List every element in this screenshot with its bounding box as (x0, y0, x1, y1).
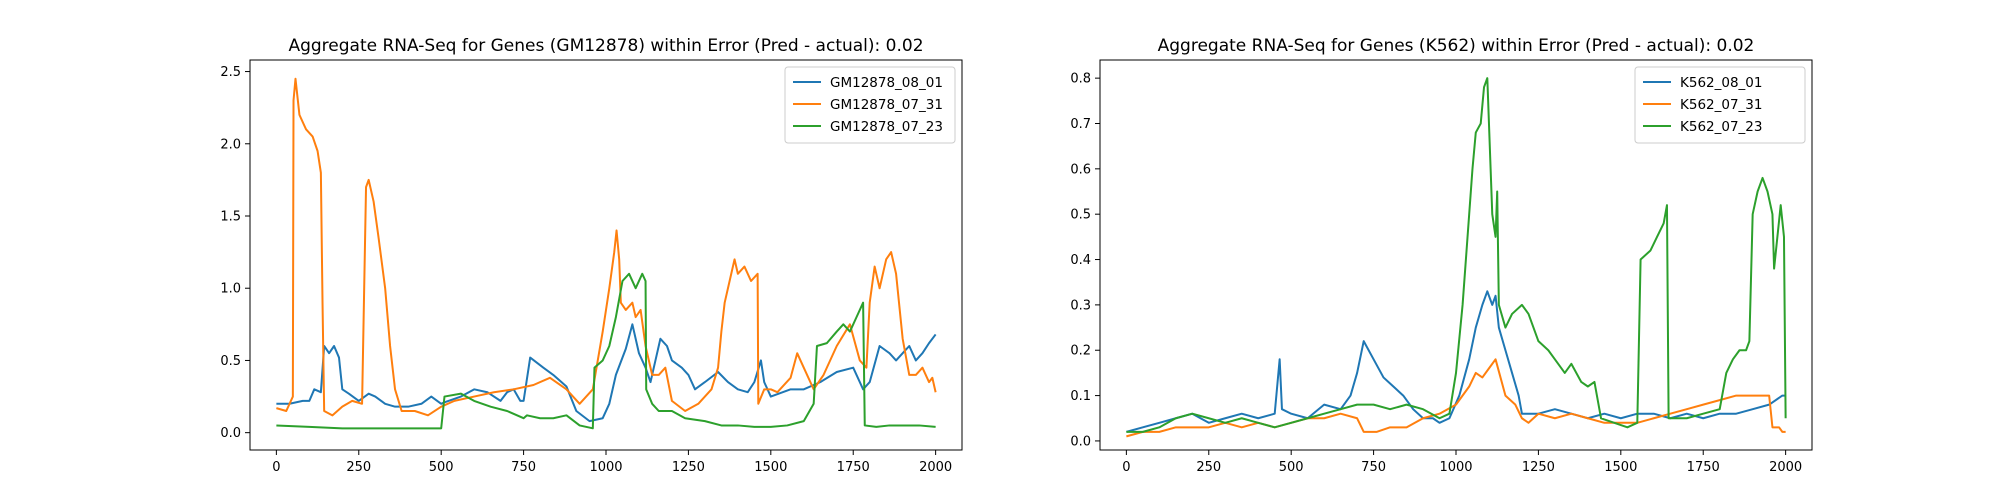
series-line-GM12878_07_31 (276, 77, 937, 417)
x-tick-label: 2000 (1769, 460, 1802, 475)
legend-label: GM12878_07_31 (830, 97, 943, 113)
series-line-GM12878_07_23 (276, 272, 936, 430)
y-tick-label: 0.5 (220, 354, 241, 369)
y-tick-label: 0.0 (1070, 434, 1091, 449)
x-tick-label: 250 (346, 460, 371, 475)
y-tick-label: 0.2 (1070, 344, 1091, 359)
x-tick-label: 750 (1361, 460, 1386, 475)
chart-k562: Aggregate RNA-Seq for Genes (K562) withi… (1070, 36, 1813, 475)
series-line-K562_07_23 (1126, 77, 1787, 433)
x-tick-label: 1750 (1687, 460, 1720, 475)
y-tick-label: 0.6 (1070, 162, 1091, 177)
x-tick-label: 0 (1122, 460, 1130, 475)
legend-label: K562_07_31 (1680, 97, 1762, 113)
legend-frame (784, 66, 956, 144)
x-tick-label: 1000 (589, 460, 622, 475)
chart-gm12878: Aggregate RNA-Seq for Genes (GM12878) wi… (220, 36, 963, 475)
x-tick-label: 2000 (919, 460, 952, 475)
y-tick-label: 0.4 (1070, 253, 1091, 268)
series-group (1126, 77, 1787, 438)
y-tick-label: 2.0 (220, 137, 241, 152)
legend-label: K562_07_23 (1680, 119, 1762, 135)
x-tick-label: 1250 (672, 460, 705, 475)
y-tick-label: 0.1 (1070, 389, 1091, 404)
x-tick-label: 500 (429, 460, 454, 475)
x-tick-label: 0 (272, 460, 280, 475)
y-tick-label: 0.8 (1070, 72, 1091, 87)
legend-label: GM12878_08_01 (830, 75, 943, 91)
y-tick-label: 0.7 (1070, 117, 1091, 132)
legend-label: K562_08_01 (1680, 75, 1762, 91)
chart-title: Aggregate RNA-Seq for Genes (GM12878) wi… (288, 36, 923, 56)
series-line-GM12878_08_01 (276, 323, 937, 423)
x-tick-label: 1250 (1522, 460, 1555, 475)
legend: GM12878_08_01 GM12878_07_31 GM12878_07_23 (784, 66, 956, 144)
y-tick-label: 0.3 (1070, 298, 1091, 313)
x-tick-label: 1500 (1604, 460, 1637, 475)
x-tick-label: 1000 (1439, 460, 1472, 475)
y-tick-label: 2.5 (220, 65, 241, 80)
legend-frame (1634, 66, 1806, 144)
y-tick-label: 0.0 (220, 426, 241, 441)
x-tick-label: 500 (1279, 460, 1304, 475)
y-tick-label: 1.5 (220, 210, 241, 225)
series-line-K562_08_01 (1126, 290, 1786, 433)
x-tick-label: 250 (1196, 460, 1221, 475)
series-group (276, 77, 937, 430)
legend-label: GM12878_07_23 (830, 119, 943, 135)
chart-title: Aggregate RNA-Seq for Genes (K562) withi… (1158, 36, 1755, 56)
x-tick-label: 1750 (837, 460, 870, 475)
legend: K562_08_01 K562_07_31 K562_07_23 (1634, 66, 1806, 144)
x-tick-label: 1500 (754, 460, 787, 475)
y-tick-label: 1.0 (220, 282, 241, 297)
x-tick-label: 750 (511, 460, 536, 475)
y-tick-label: 0.5 (1070, 208, 1091, 223)
